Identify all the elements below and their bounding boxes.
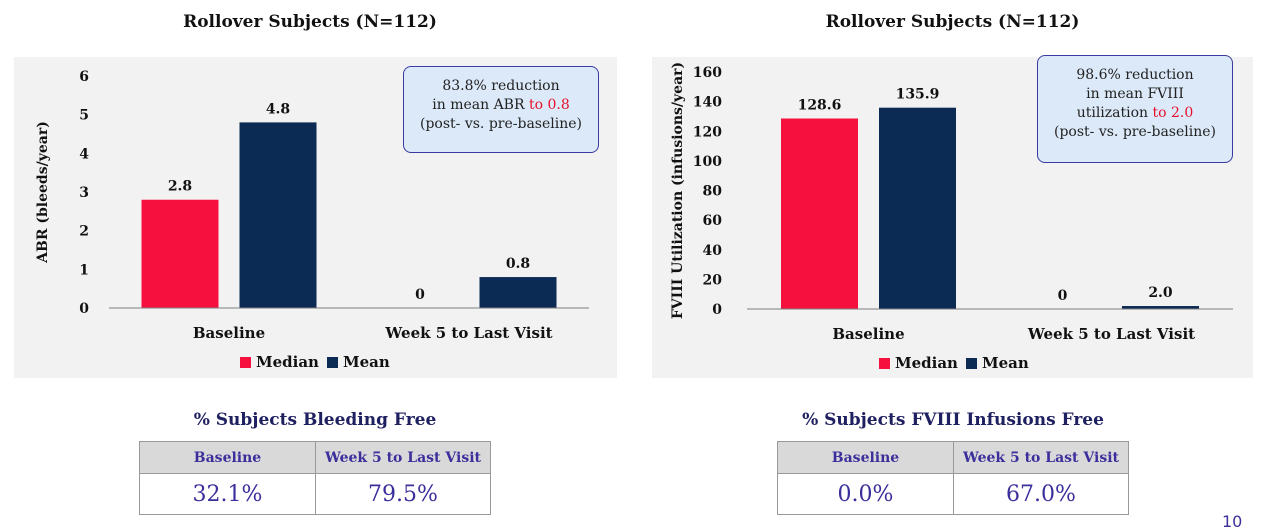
right-table-title: % Subjects FVIII Infusions Free bbox=[802, 410, 1104, 430]
legend-label-mean: Mean bbox=[343, 353, 390, 371]
left-table-header-baseline: Baseline bbox=[139, 441, 316, 474]
legend-label-median: Median bbox=[895, 354, 958, 372]
legend-swatch-mean bbox=[966, 358, 977, 369]
data-label: 2.8 bbox=[168, 179, 192, 195]
y-tick-label: 0 bbox=[79, 301, 89, 317]
left-table-header-week5: Week 5 to Last Visit bbox=[315, 441, 491, 474]
left-table-title: % Subjects Bleeding Free bbox=[193, 410, 437, 430]
right-callout: 98.6% reduction in mean FVIII utilizatio… bbox=[1037, 55, 1233, 163]
left-bar-chart: 0 1 2 3 4 5 6 ABR (bleeds/year) 2.8 4.8 Baseline 0 0… bbox=[35, 69, 589, 371]
bar-mean-0 bbox=[239, 122, 317, 309]
right-chart-panel: 0 20 40 60 80 100 120 140 160 FVIII Utilization (… bbox=[652, 57, 1253, 378]
data-label: 128.6 bbox=[798, 98, 842, 114]
left-table-value-week5: 79.5% bbox=[315, 473, 491, 515]
y-tick-label: 60 bbox=[703, 213, 723, 229]
y-tick-label: 3 bbox=[79, 185, 89, 201]
right-bar-chart: 0 20 40 60 80 100 120 140 160 FVIII Utilization (… bbox=[670, 62, 1233, 372]
x-category-label: Week 5 to Last Visit bbox=[384, 324, 552, 342]
data-label: 2.0 bbox=[1148, 285, 1173, 301]
legend-swatch-mean bbox=[327, 357, 338, 368]
bar-median-0 bbox=[781, 118, 858, 309]
data-label: 4.8 bbox=[266, 101, 290, 117]
data-label: 0 bbox=[1058, 288, 1068, 304]
y-tick-label: 160 bbox=[693, 65, 722, 81]
left-stats-table: Baseline Week 5 to Last Visit 32.1% 79.5… bbox=[139, 441, 491, 515]
y-tick-label: 1 bbox=[79, 262, 89, 278]
y-axis-title: FVIII Utilization (infusions/year) bbox=[670, 62, 686, 319]
legend-label-median: Median bbox=[256, 353, 319, 371]
right-table-value-week5: 67.0% bbox=[953, 473, 1129, 515]
right-callout-line3: utilization to 2.0 bbox=[1076, 105, 1194, 121]
page-number: 10 bbox=[1222, 512, 1243, 531]
bar-mean-0 bbox=[879, 107, 956, 309]
left-table-value-baseline: 32.1% bbox=[139, 473, 316, 515]
legend-swatch-median bbox=[240, 357, 251, 368]
data-label: 135.9 bbox=[896, 87, 940, 103]
legend-swatch-median bbox=[879, 358, 890, 369]
y-axis-title: ABR (bleeds/year) bbox=[35, 121, 51, 264]
y-tick-label: 4 bbox=[79, 146, 89, 162]
y-tick-label: 6 bbox=[79, 69, 89, 85]
legend-label-mean: Mean bbox=[982, 354, 1029, 372]
bar-mean-1 bbox=[1122, 306, 1199, 309]
data-label: 0.8 bbox=[506, 256, 530, 272]
x-category-label: Baseline bbox=[193, 324, 265, 342]
left-callout-line1: 83.8% reduction bbox=[442, 78, 560, 94]
x-category-label: Week 5 to Last Visit bbox=[1027, 325, 1195, 343]
y-tick-label: 0 bbox=[712, 302, 722, 318]
left-chart-title: Rollover Subjects (N=112) bbox=[183, 12, 437, 32]
right-callout-line1: 98.6% reduction bbox=[1076, 67, 1194, 83]
data-label: 0 bbox=[415, 287, 425, 303]
left-callout-line2: in mean ABR to 0.8 bbox=[432, 97, 570, 113]
y-tick-label: 5 bbox=[79, 108, 89, 124]
right-table-header-baseline: Baseline bbox=[777, 441, 954, 474]
right-callout-line4: (post- vs. pre-baseline) bbox=[1053, 124, 1216, 140]
y-tick-label: 80 bbox=[703, 184, 723, 200]
left-callout: 83.8% reduction in mean ABR to 0.8 (post… bbox=[403, 66, 599, 153]
y-tick-label: 120 bbox=[693, 124, 722, 140]
right-callout-line2: in mean FVIII bbox=[1086, 86, 1184, 102]
y-tick-label: 100 bbox=[693, 154, 722, 170]
right-table-header-week5: Week 5 to Last Visit bbox=[953, 441, 1129, 474]
y-tick-label: 140 bbox=[693, 95, 722, 111]
y-tick-label: 20 bbox=[703, 272, 723, 288]
left-callout-line3: (post- vs. pre-baseline) bbox=[419, 116, 582, 132]
right-chart-title: Rollover Subjects (N=112) bbox=[825, 12, 1080, 32]
right-table-value-baseline: 0.0% bbox=[777, 473, 954, 515]
bar-median-0 bbox=[141, 199, 219, 308]
right-stats-table: Baseline Week 5 to Last Visit 0.0% 67.0% bbox=[777, 441, 1129, 515]
bar-mean-1 bbox=[479, 277, 557, 308]
x-category-label: Baseline bbox=[832, 325, 904, 343]
y-tick-label: 2 bbox=[79, 224, 89, 240]
y-tick-label: 40 bbox=[703, 243, 723, 259]
